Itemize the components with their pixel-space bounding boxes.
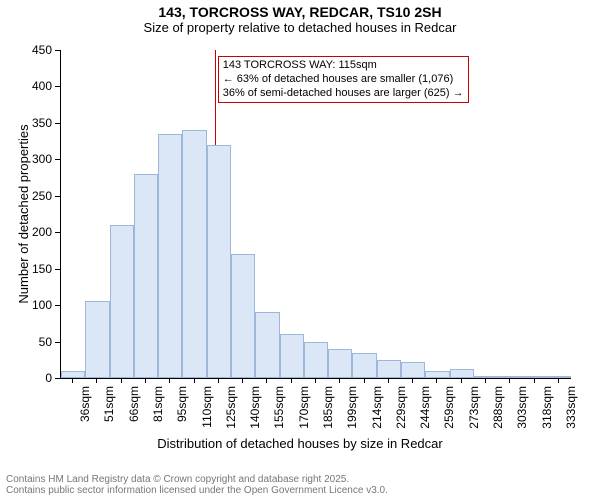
x-tick-mark xyxy=(121,378,122,383)
y-tick-label: 50 xyxy=(0,335,52,349)
x-tick-label: 140sqm xyxy=(248,386,262,436)
x-tick-label: 95sqm xyxy=(175,386,189,436)
x-tick-label: 66sqm xyxy=(127,386,141,436)
x-tick-label: 110sqm xyxy=(200,386,214,436)
x-tick-label: 81sqm xyxy=(151,386,165,436)
y-tick-mark xyxy=(55,269,60,270)
y-tick-label: 450 xyxy=(0,43,52,57)
bar xyxy=(352,353,376,379)
x-tick-label: 259sqm xyxy=(442,386,456,436)
x-tick-mark xyxy=(436,378,437,383)
annotation-line2: ← 63% of detached houses are smaller (1,… xyxy=(223,73,464,87)
annotation-line1: 143 TORCROSS WAY: 115sqm xyxy=(223,59,464,73)
bar xyxy=(401,362,425,378)
y-tick-mark xyxy=(55,232,60,233)
x-tick-label: 214sqm xyxy=(370,386,384,436)
x-tick-label: 185sqm xyxy=(321,386,335,436)
x-tick-label: 273sqm xyxy=(467,386,481,436)
y-axis-label: Number of detached properties xyxy=(16,50,31,378)
bar xyxy=(547,376,571,378)
bar xyxy=(522,376,546,378)
bar xyxy=(134,174,158,378)
y-tick-mark xyxy=(55,123,60,124)
x-tick-mark xyxy=(485,378,486,383)
y-tick-mark xyxy=(55,342,60,343)
y-tick-mark xyxy=(55,159,60,160)
x-tick-mark xyxy=(364,378,365,383)
bar xyxy=(450,369,474,378)
y-tick-label: 200 xyxy=(0,225,52,239)
x-tick-mark xyxy=(169,378,170,383)
chart-area: 143 TORCROSS WAY: 115sqm ← 63% of detach… xyxy=(0,0,600,470)
bar xyxy=(425,371,449,378)
x-tick-mark xyxy=(534,378,535,383)
x-tick-mark xyxy=(145,378,146,383)
figure: { "title_line1": "143, TORCROSS WAY, RED… xyxy=(0,0,600,500)
y-tick-mark xyxy=(55,378,60,379)
x-tick-mark xyxy=(242,378,243,383)
annotation-box: 143 TORCROSS WAY: 115sqm ← 63% of detach… xyxy=(218,56,469,103)
x-axis-label: Distribution of detached houses by size … xyxy=(0,436,600,451)
x-tick-mark xyxy=(218,378,219,383)
bar xyxy=(498,376,522,378)
x-tick-label: 244sqm xyxy=(418,386,432,436)
bar xyxy=(328,349,352,378)
y-tick-label: 400 xyxy=(0,79,52,93)
y-tick-label: 150 xyxy=(0,262,52,276)
y-tick-mark xyxy=(55,196,60,197)
y-tick-label: 350 xyxy=(0,116,52,130)
footer-line2: Contains public sector information licen… xyxy=(0,485,600,496)
bar xyxy=(158,134,182,378)
x-tick-label: 51sqm xyxy=(102,386,116,436)
x-tick-label: 155sqm xyxy=(272,386,286,436)
plot-area: 143 TORCROSS WAY: 115sqm ← 63% of detach… xyxy=(60,50,571,379)
x-tick-label: 303sqm xyxy=(515,386,529,436)
x-tick-label: 199sqm xyxy=(345,386,359,436)
bar xyxy=(85,301,109,378)
footer-line1: Contains HM Land Registry data © Crown c… xyxy=(0,474,600,485)
x-tick-mark xyxy=(266,378,267,383)
y-tick-mark xyxy=(55,305,60,306)
annotation-line3: 36% of semi-detached houses are larger (… xyxy=(223,87,464,101)
bar xyxy=(207,145,231,378)
x-tick-label: 36sqm xyxy=(78,386,92,436)
x-tick-label: 333sqm xyxy=(564,386,578,436)
x-tick-mark xyxy=(339,378,340,383)
bar xyxy=(280,334,304,378)
x-tick-mark xyxy=(412,378,413,383)
x-tick-label: 288sqm xyxy=(491,386,505,436)
x-tick-mark xyxy=(461,378,462,383)
x-tick-mark xyxy=(558,378,559,383)
y-tick-label: 100 xyxy=(0,298,52,312)
x-tick-mark xyxy=(509,378,510,383)
x-tick-label: 229sqm xyxy=(394,386,408,436)
x-tick-mark xyxy=(291,378,292,383)
x-tick-label: 125sqm xyxy=(224,386,238,436)
footer: Contains HM Land Registry data © Crown c… xyxy=(0,474,600,496)
bar xyxy=(304,342,328,378)
x-tick-label: 318sqm xyxy=(540,386,554,436)
y-tick-label: 300 xyxy=(0,152,52,166)
bar xyxy=(61,371,85,378)
x-tick-mark xyxy=(388,378,389,383)
y-tick-label: 0 xyxy=(0,371,52,385)
bar xyxy=(182,130,206,378)
y-tick-label: 250 xyxy=(0,189,52,203)
x-tick-mark xyxy=(315,378,316,383)
bar xyxy=(110,225,134,378)
bar xyxy=(377,360,401,378)
y-tick-mark xyxy=(55,50,60,51)
bar xyxy=(231,254,255,378)
x-tick-mark xyxy=(194,378,195,383)
bar xyxy=(255,312,279,378)
x-tick-mark xyxy=(72,378,73,383)
x-tick-mark xyxy=(96,378,97,383)
x-tick-label: 170sqm xyxy=(297,386,311,436)
y-tick-mark xyxy=(55,86,60,87)
